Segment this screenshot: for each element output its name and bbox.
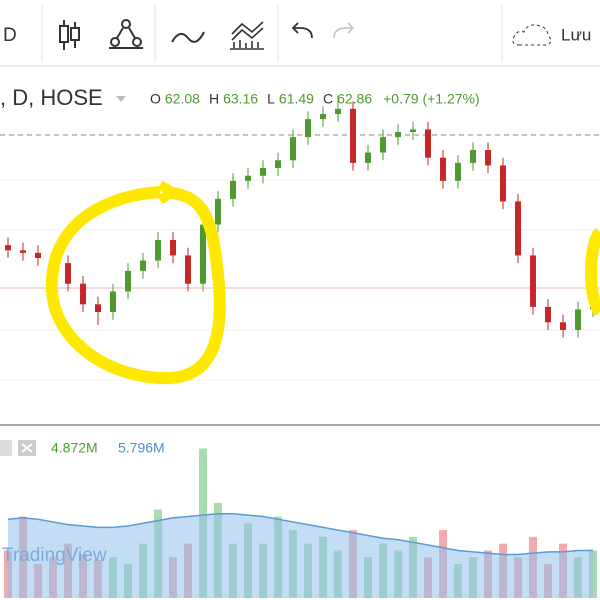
ohlc-legend: O 62.08 H 63.16 L 61.49 C 62.86 +0.79 (+1.27%) — [150, 91, 480, 107]
candle-body — [290, 137, 296, 161]
candle-body — [470, 150, 476, 163]
redo-button[interactable] — [333, 22, 355, 39]
candle-body — [350, 108, 356, 163]
toolbar — [0, 0, 600, 66]
ma-line — [7, 513, 593, 556]
ohlc-label: H — [209, 91, 219, 107]
separators — [41, 5, 503, 62]
candle-body — [170, 240, 176, 256]
cloud-icon[interactable] — [512, 24, 552, 46]
candle-body — [185, 255, 191, 284]
candle-body — [545, 306, 551, 323]
symbol-label: , D, HOSE — [0, 85, 103, 110]
grid — [0, 179, 600, 381]
ohlc-value: 62.86 — [337, 91, 372, 107]
highlight-circle — [45, 186, 226, 385]
candle-body — [380, 137, 386, 153]
candle-body — [320, 114, 326, 120]
candle-body — [425, 129, 431, 158]
highlight-circle-right — [585, 227, 600, 317]
ma-area — [8, 513, 593, 598]
candle-body — [575, 309, 581, 330]
candle-body — [260, 168, 266, 176]
candle-body — [155, 240, 161, 261]
candle-body — [20, 250, 26, 253]
volume-legend: 4.872M — [51, 440, 98, 456]
ohlc-value: 62.08 — [165, 91, 200, 107]
symbol-dropdown[interactable] — [116, 96, 126, 102]
line-tool-icon[interactable] — [171, 31, 205, 43]
candle-body — [395, 132, 401, 138]
candle-body — [455, 162, 461, 181]
ohlc-label: C — [323, 91, 333, 107]
highlight-arrow — [157, 180, 182, 205]
candle-icon[interactable] — [59, 20, 80, 50]
ohlc-value: 63.16 — [223, 91, 258, 107]
candle-body — [335, 108, 341, 114]
candle-body — [5, 245, 11, 251]
candle-body — [275, 160, 281, 168]
candle-body — [560, 322, 566, 330]
candle-body — [515, 201, 521, 256]
ohlc-value: 61.49 — [279, 91, 314, 107]
candle-body — [65, 263, 71, 284]
candle-body — [95, 304, 101, 312]
ohlc-label: O — [150, 91, 161, 107]
compare-icon[interactable] — [230, 21, 264, 50]
candle-body — [530, 255, 536, 307]
save-button[interactable]: Lưu — [561, 25, 591, 44]
candle-body — [365, 152, 371, 163]
ohlc-label: L — [267, 91, 275, 107]
candle-body — [230, 180, 236, 199]
candle-body — [80, 283, 86, 305]
volume-pane — [4, 448, 597, 598]
candle-body — [500, 165, 506, 202]
interval-button[interactable]: D — [3, 25, 17, 46]
candle-body — [245, 175, 251, 181]
candle-body — [305, 119, 311, 138]
ma-legend: 5.796M — [118, 440, 165, 456]
candle-body — [410, 129, 416, 132]
candle-body — [110, 291, 116, 312]
volume-legend-icons — [0, 440, 36, 456]
change-value: +0.79 (+1.27%) — [383, 91, 480, 107]
candle-body — [35, 252, 41, 258]
undo-button[interactable] — [291, 22, 313, 39]
watermark: TradingView — [2, 545, 107, 566]
candle-body — [440, 157, 446, 181]
candle-body — [140, 260, 146, 271]
candle-body — [125, 270, 131, 292]
indicator-icon[interactable] — [109, 19, 143, 49]
candle-body — [200, 224, 206, 284]
candle-body — [215, 198, 221, 225]
candle-body — [485, 150, 491, 166]
